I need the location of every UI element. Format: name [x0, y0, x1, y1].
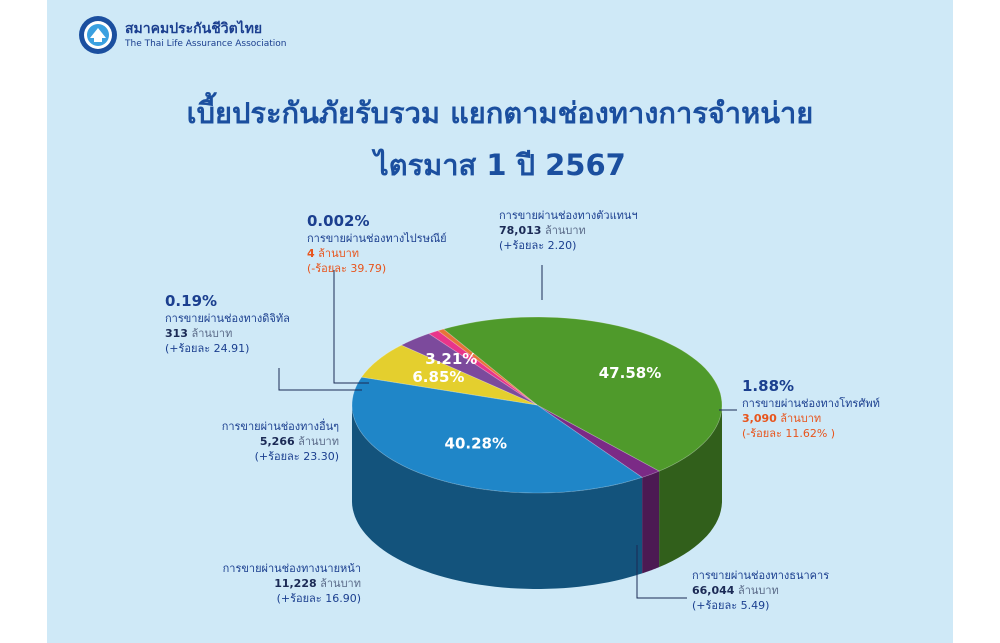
annotation-agent: การขายผ่านช่องทางตัวแทนฯ 78,013 ล้านบาท … — [499, 208, 638, 253]
annotation-telephone: 1.88% การขายผ่านช่องทางโทรศัพท์ 3,090 ล้… — [742, 377, 880, 441]
annotation-value: 11,228 — [274, 577, 317, 590]
annotation-label: การขายผ่านช่องทางตัวแทนฯ — [499, 209, 638, 222]
pie-slice-broker — [360, 344, 538, 406]
annotation-change: (-ร้อยละ 39.79) — [307, 262, 387, 275]
pie-side-telephone — [642, 471, 660, 574]
annotation-broker: การขายผ่านช่องทางนายหน้า 11,228 ล้านบาท … — [165, 561, 361, 606]
annotation-unit: ล้านบาท — [780, 412, 822, 425]
pie-side-agent — [659, 406, 722, 568]
annotation-unit: ล้านบาท — [318, 247, 360, 260]
association-seal-icon — [79, 16, 117, 54]
annotation-postal: 0.002% การขายผ่านช่องทางไปรษณีย์ 4 ล้านบ… — [307, 212, 447, 276]
annotation-percent: 0.19% — [165, 292, 218, 310]
annotation-value: 66,044 — [692, 584, 735, 597]
annotation-label: การขายผ่านช่องทางนายหน้า — [222, 562, 361, 575]
pie-slice-other — [400, 333, 538, 406]
pie-slice-telephone — [536, 404, 661, 478]
pie-slice-bank — [351, 376, 644, 494]
annotation-value: 313 — [165, 327, 188, 340]
pie-slice-postal — [437, 328, 538, 406]
annotation-unit: ล้านบาท — [298, 435, 339, 448]
slice-percent-broker: 6.85% — [412, 368, 464, 386]
annotation-change: (+ร้อยละ 2.20) — [499, 239, 577, 252]
annotation-change: (+ร้อยละ 23.30) — [254, 450, 339, 463]
annotation-value: 5,266 — [259, 435, 295, 448]
pie-side-bank — [352, 405, 643, 589]
annotation-label: การขายผ่านช่องทางธนาคาร — [692, 569, 830, 582]
org-name-english: The Thai Life Assurance Association — [125, 39, 287, 49]
annotation-change: (+ร้อยละ 5.49) — [692, 599, 770, 612]
chart-subtitle: ไตรมาส 1 ปี 2567 — [374, 148, 626, 182]
annotation-bank: การขายผ่านช่องทางธนาคาร 66,044 ล้านบาท (… — [692, 568, 829, 613]
chart-title: เบี้ยประกันภัยรับรวม แยกตามช่องทางการจำห… — [186, 96, 814, 130]
leader-line-digital — [278, 368, 362, 391]
slice-percent-bank: 40.28% — [445, 435, 507, 453]
leader-line-postal — [333, 270, 369, 384]
annotation-unit: ล้านบาท — [544, 224, 586, 237]
annotation-label: การขายผ่านช่องทางไปรษณีย์ — [307, 232, 447, 245]
pie-slice-agent — [442, 316, 723, 472]
slice-percent-other: 3.21% — [425, 350, 477, 368]
pie-chart: 47.58% 40.28% 6.85%3.21% — [278, 265, 737, 599]
association-logo: สมาคมประกันชีวิตไทย The Thai Life Assura… — [77, 14, 287, 56]
annotation-value: 4 — [307, 247, 315, 260]
pie-slice-digital — [428, 330, 538, 406]
infographic-panel: 47.58% 40.28% 6.85% 3.21% สมาคมประกันชีวิตไ… — [47, 0, 953, 643]
annotation-change: (+ร้อยละ 16.90) — [276, 592, 361, 605]
annotation-percent: 0.002% — [307, 212, 370, 230]
annotation-unit: ล้านบาท — [191, 327, 233, 340]
annotation-label: การขายผ่านช่องทางอื่นๆ — [221, 420, 339, 433]
annotation-value: 3,090 — [742, 412, 777, 425]
annotation-value: 78,013 — [499, 224, 542, 237]
slice-percent-agent: 47.58% — [599, 364, 661, 382]
annotation-unit: ล้านบาท — [737, 584, 779, 597]
annotation-change: (-ร้อยละ 11.62% ) — [742, 427, 836, 440]
annotation-digital: 0.19% การขายผ่านช่องทางดิจิทัล 313 ล้านบ… — [165, 292, 290, 356]
annotation-percent: 1.88% — [742, 377, 795, 395]
annotation-label: การขายผ่านช่องทางดิจิทัล — [165, 312, 290, 325]
annotation-label: การขายผ่านช่องทางโทรศัพท์ — [742, 397, 880, 410]
annotation-unit: ล้านบาท — [320, 577, 361, 590]
leader-line-bank — [636, 545, 687, 599]
org-name-thai: สมาคมประกันชีวิตไทย — [125, 21, 263, 37]
annotation-change: (+ร้อยละ 24.91) — [165, 342, 250, 355]
annotation-other: การขายผ่านช่องทางอื่นๆ 5,266 ล้านบาท (+ร… — [165, 419, 339, 464]
